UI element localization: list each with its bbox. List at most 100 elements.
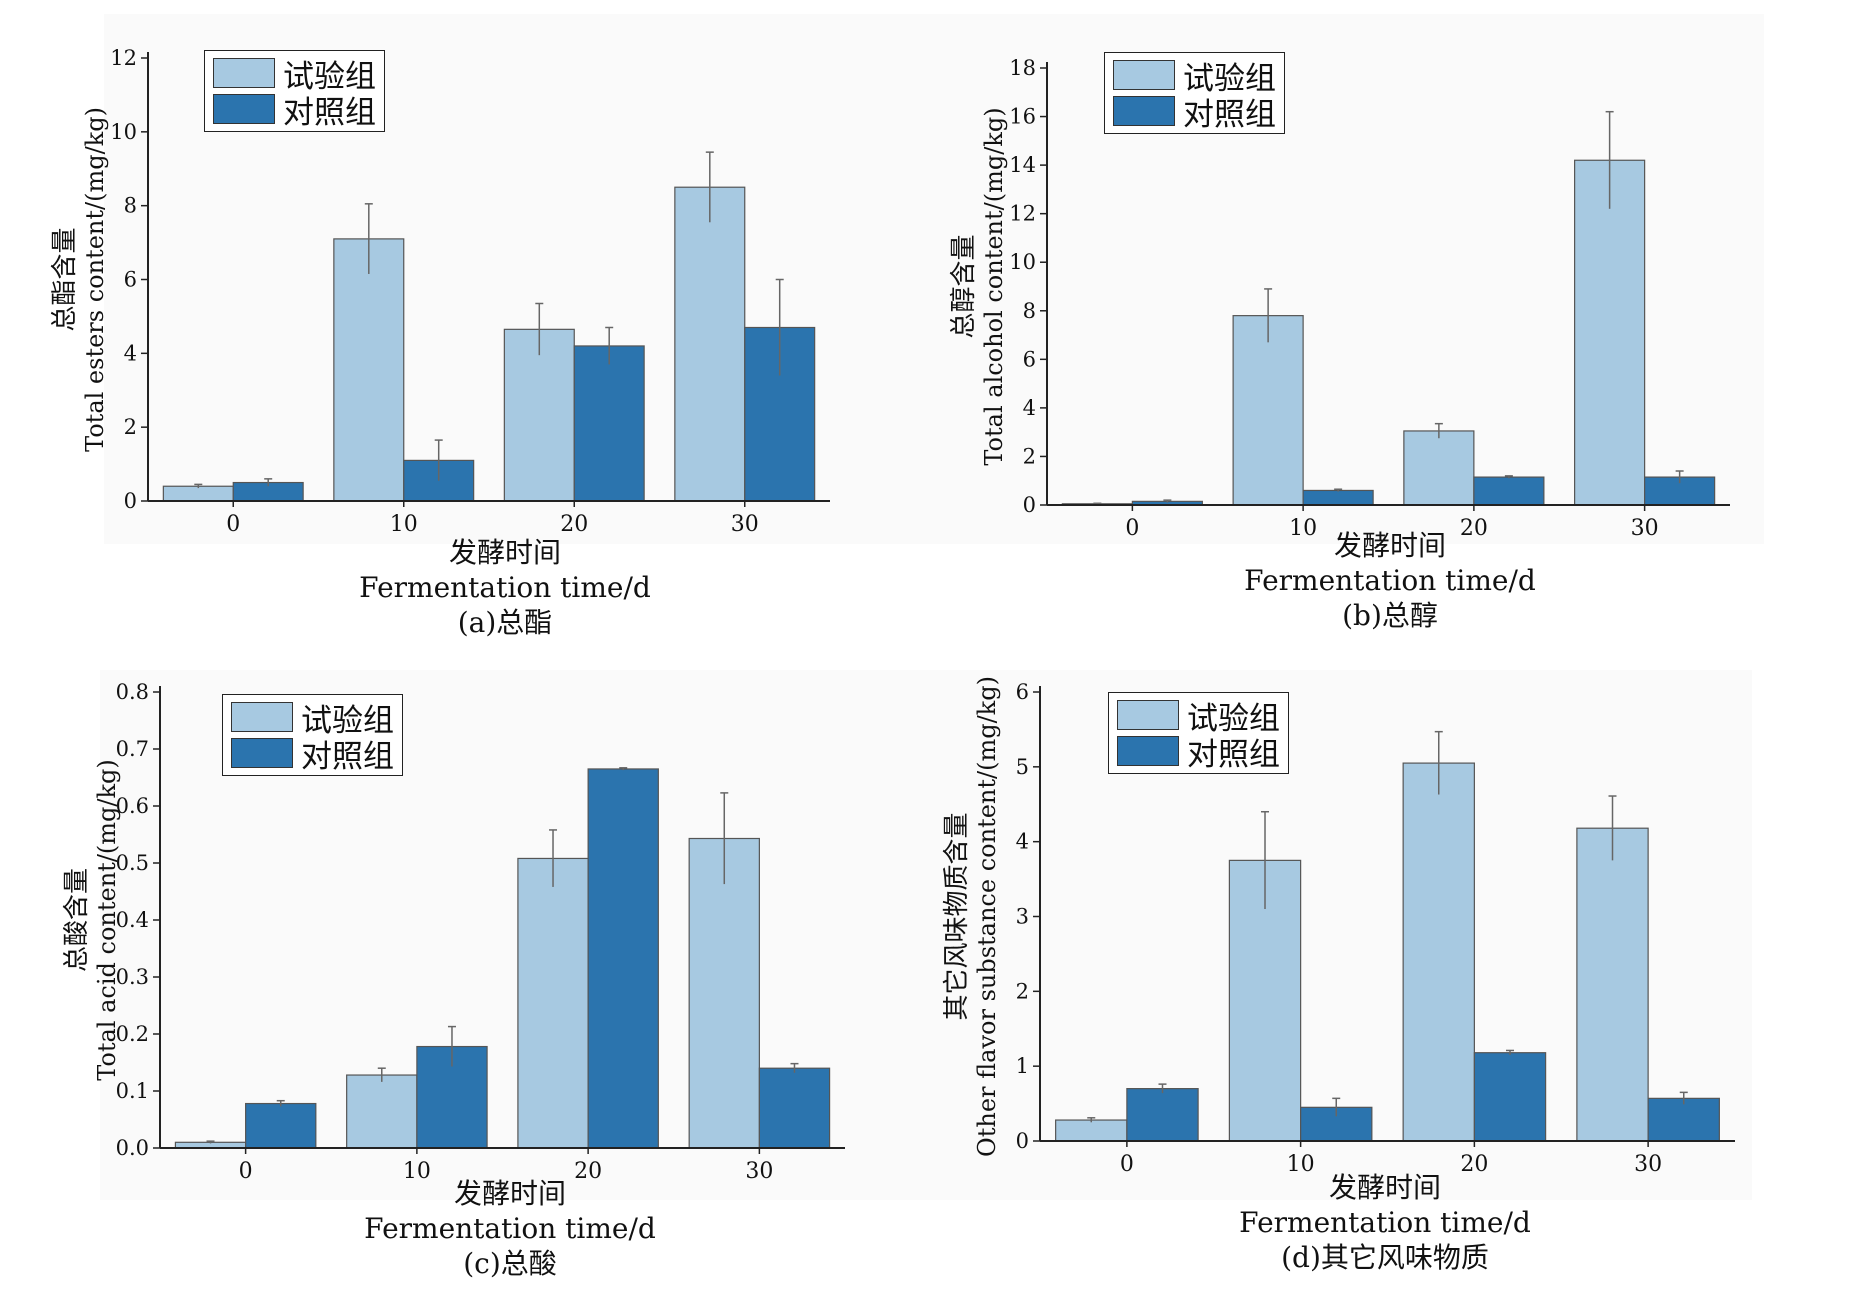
bar-control-0 [1126, 1088, 1199, 1142]
panel-d-xlabel-en: Fermentation time/d [1239, 1206, 1531, 1239]
bar-test-10 [346, 1074, 418, 1149]
panel-a-xlabel-en: Fermentation time/d [359, 571, 651, 604]
y-tick-label: 4 [1023, 396, 1036, 420]
y-axis-label-en: Total esters content/(mg/kg) [81, 107, 109, 452]
y-tick-label: 0 [124, 489, 137, 513]
x-tick-label: 30 [745, 1159, 773, 1184]
legend-item-control: 对照组 [1117, 733, 1280, 773]
y-tick-label: 8 [124, 194, 137, 218]
y-tick-label: 0.8 [116, 680, 149, 704]
y-axis-label-cn: 总酯含量 [50, 227, 80, 331]
bar-control-0 [245, 1102, 317, 1149]
legend-swatch-test [1113, 60, 1175, 90]
legend-swatch-control [213, 94, 275, 124]
legend-label-test: 试验组 [1183, 60, 1276, 97]
panel-d-xlabel-cn: 发酵时间 [1328, 1171, 1441, 1204]
legend-label-test: 试验组 [283, 58, 376, 95]
y-tick-label: 0.3 [116, 965, 149, 989]
legend-swatch-test [213, 58, 275, 88]
y-tick-label: 0.0 [116, 1136, 149, 1160]
y-axis-label-cn: 其它风味物质含量 [942, 812, 972, 1020]
legend-swatch-test [231, 702, 293, 732]
x-tick-label: 20 [574, 1159, 602, 1184]
x-tick-label: 0 [1120, 1152, 1134, 1177]
y-tick-label: 0.6 [116, 794, 149, 818]
y-tick-label: 4 [1016, 830, 1029, 854]
panel-c-xlabel-en: Fermentation time/d [364, 1212, 656, 1245]
legend-swatch-control [1113, 96, 1175, 126]
x-tick-label: 20 [1460, 516, 1488, 541]
y-tick-label: 4 [124, 341, 137, 365]
y-tick-label: 2 [1023, 444, 1036, 468]
panel-d-legend: 试验组 对照组 [1108, 692, 1289, 774]
legend-item-test: 试验组 [213, 55, 376, 95]
panel-b-caption-text: (b)总醇 [1342, 599, 1438, 632]
panel-d-caption-text: (d)其它风味物质 [1281, 1241, 1489, 1274]
panel-c-xlabel-cn: 发酵时间 [453, 1177, 566, 1210]
legend-swatch-control [1117, 736, 1179, 766]
y-tick-label: 0.5 [116, 851, 149, 875]
panel-b-caption: 发酵时间 Fermentation time/d (b)总醇 [1225, 528, 1555, 633]
legend-item-control: 对照组 [213, 91, 376, 131]
panel-b-xlabel-cn: 发酵时间 [1333, 529, 1446, 562]
x-tick-label: 10 [1287, 1152, 1315, 1177]
panel-a-legend: 试验组 对照组 [204, 50, 385, 132]
y-axis-label-en: Total alcohol content/(mg/kg) [980, 107, 1008, 465]
y-tick-label: 0.2 [116, 1022, 149, 1046]
panel-b-legend: 试验组 对照组 [1104, 52, 1285, 134]
bar-test-30 [1574, 159, 1646, 506]
y-tick-label: 12 [1009, 202, 1036, 226]
x-tick-label: 0 [1125, 516, 1139, 541]
bar-test-30 [674, 186, 746, 502]
x-tick-label: 20 [560, 512, 588, 537]
panel-c-caption: 发酵时间 Fermentation time/d (c)总酸 [340, 1176, 680, 1281]
legend-label-test: 试验组 [301, 702, 394, 739]
bar-control-20 [587, 768, 659, 1149]
y-tick-label: 16 [1009, 105, 1036, 129]
legend-label-control: 对照组 [301, 738, 394, 775]
panel-c-legend: 试验组 对照组 [222, 694, 403, 776]
legend-item-test: 试验组 [231, 699, 394, 739]
bar-test-30 [1576, 827, 1649, 1142]
x-tick-label: 0 [226, 512, 240, 537]
x-tick-label: 10 [403, 1159, 431, 1184]
bar-test-20 [1403, 430, 1475, 506]
panel-b-xlabel-en: Fermentation time/d [1244, 564, 1536, 597]
legend-item-control: 对照组 [231, 735, 394, 775]
x-tick-label: 10 [1289, 516, 1317, 541]
x-tick-label: 30 [731, 512, 759, 537]
y-tick-label: 0.4 [116, 908, 149, 932]
x-tick-label: 30 [1634, 1152, 1662, 1177]
legend-swatch-test [1117, 700, 1179, 730]
legend-item-test: 试验组 [1113, 57, 1276, 97]
panel-a-xlabel-cn: 发酵时间 [448, 536, 561, 569]
panel-c-caption-text: (c)总酸 [463, 1247, 557, 1280]
y-tick-label: 0 [1016, 1129, 1029, 1153]
panel-a-caption: 发酵时间 Fermentation time/d (a)总酯 [340, 535, 670, 640]
x-tick-label: 20 [1460, 1152, 1488, 1177]
y-axis-label-en: Other flavor substance content/(mg/kg) [973, 676, 1001, 1157]
legend-label-control: 对照组 [1187, 736, 1280, 773]
panel-a-caption-text: (a)总酯 [457, 606, 553, 639]
x-tick-label: 0 [239, 1159, 253, 1184]
bar-test-20 [1402, 762, 1475, 1142]
y-tick-label: 3 [1016, 905, 1029, 929]
y-tick-label: 10 [1009, 250, 1036, 274]
y-tick-label: 5 [1016, 755, 1029, 779]
y-tick-label: 10 [110, 120, 137, 144]
y-tick-label: 6 [1023, 347, 1036, 371]
y-tick-label: 0.1 [116, 1079, 149, 1103]
bar-test-10 [1232, 315, 1304, 506]
legend-label-control: 对照组 [283, 94, 376, 131]
y-tick-label: 12 [110, 46, 137, 70]
legend-item-test: 试验组 [1117, 697, 1280, 737]
y-tick-label: 14 [1009, 153, 1036, 177]
y-tick-label: 2 [1016, 979, 1029, 1003]
y-tick-label: 0 [1023, 493, 1036, 517]
y-tick-label: 8 [1023, 299, 1036, 323]
bar-test-0 [1055, 1119, 1128, 1142]
